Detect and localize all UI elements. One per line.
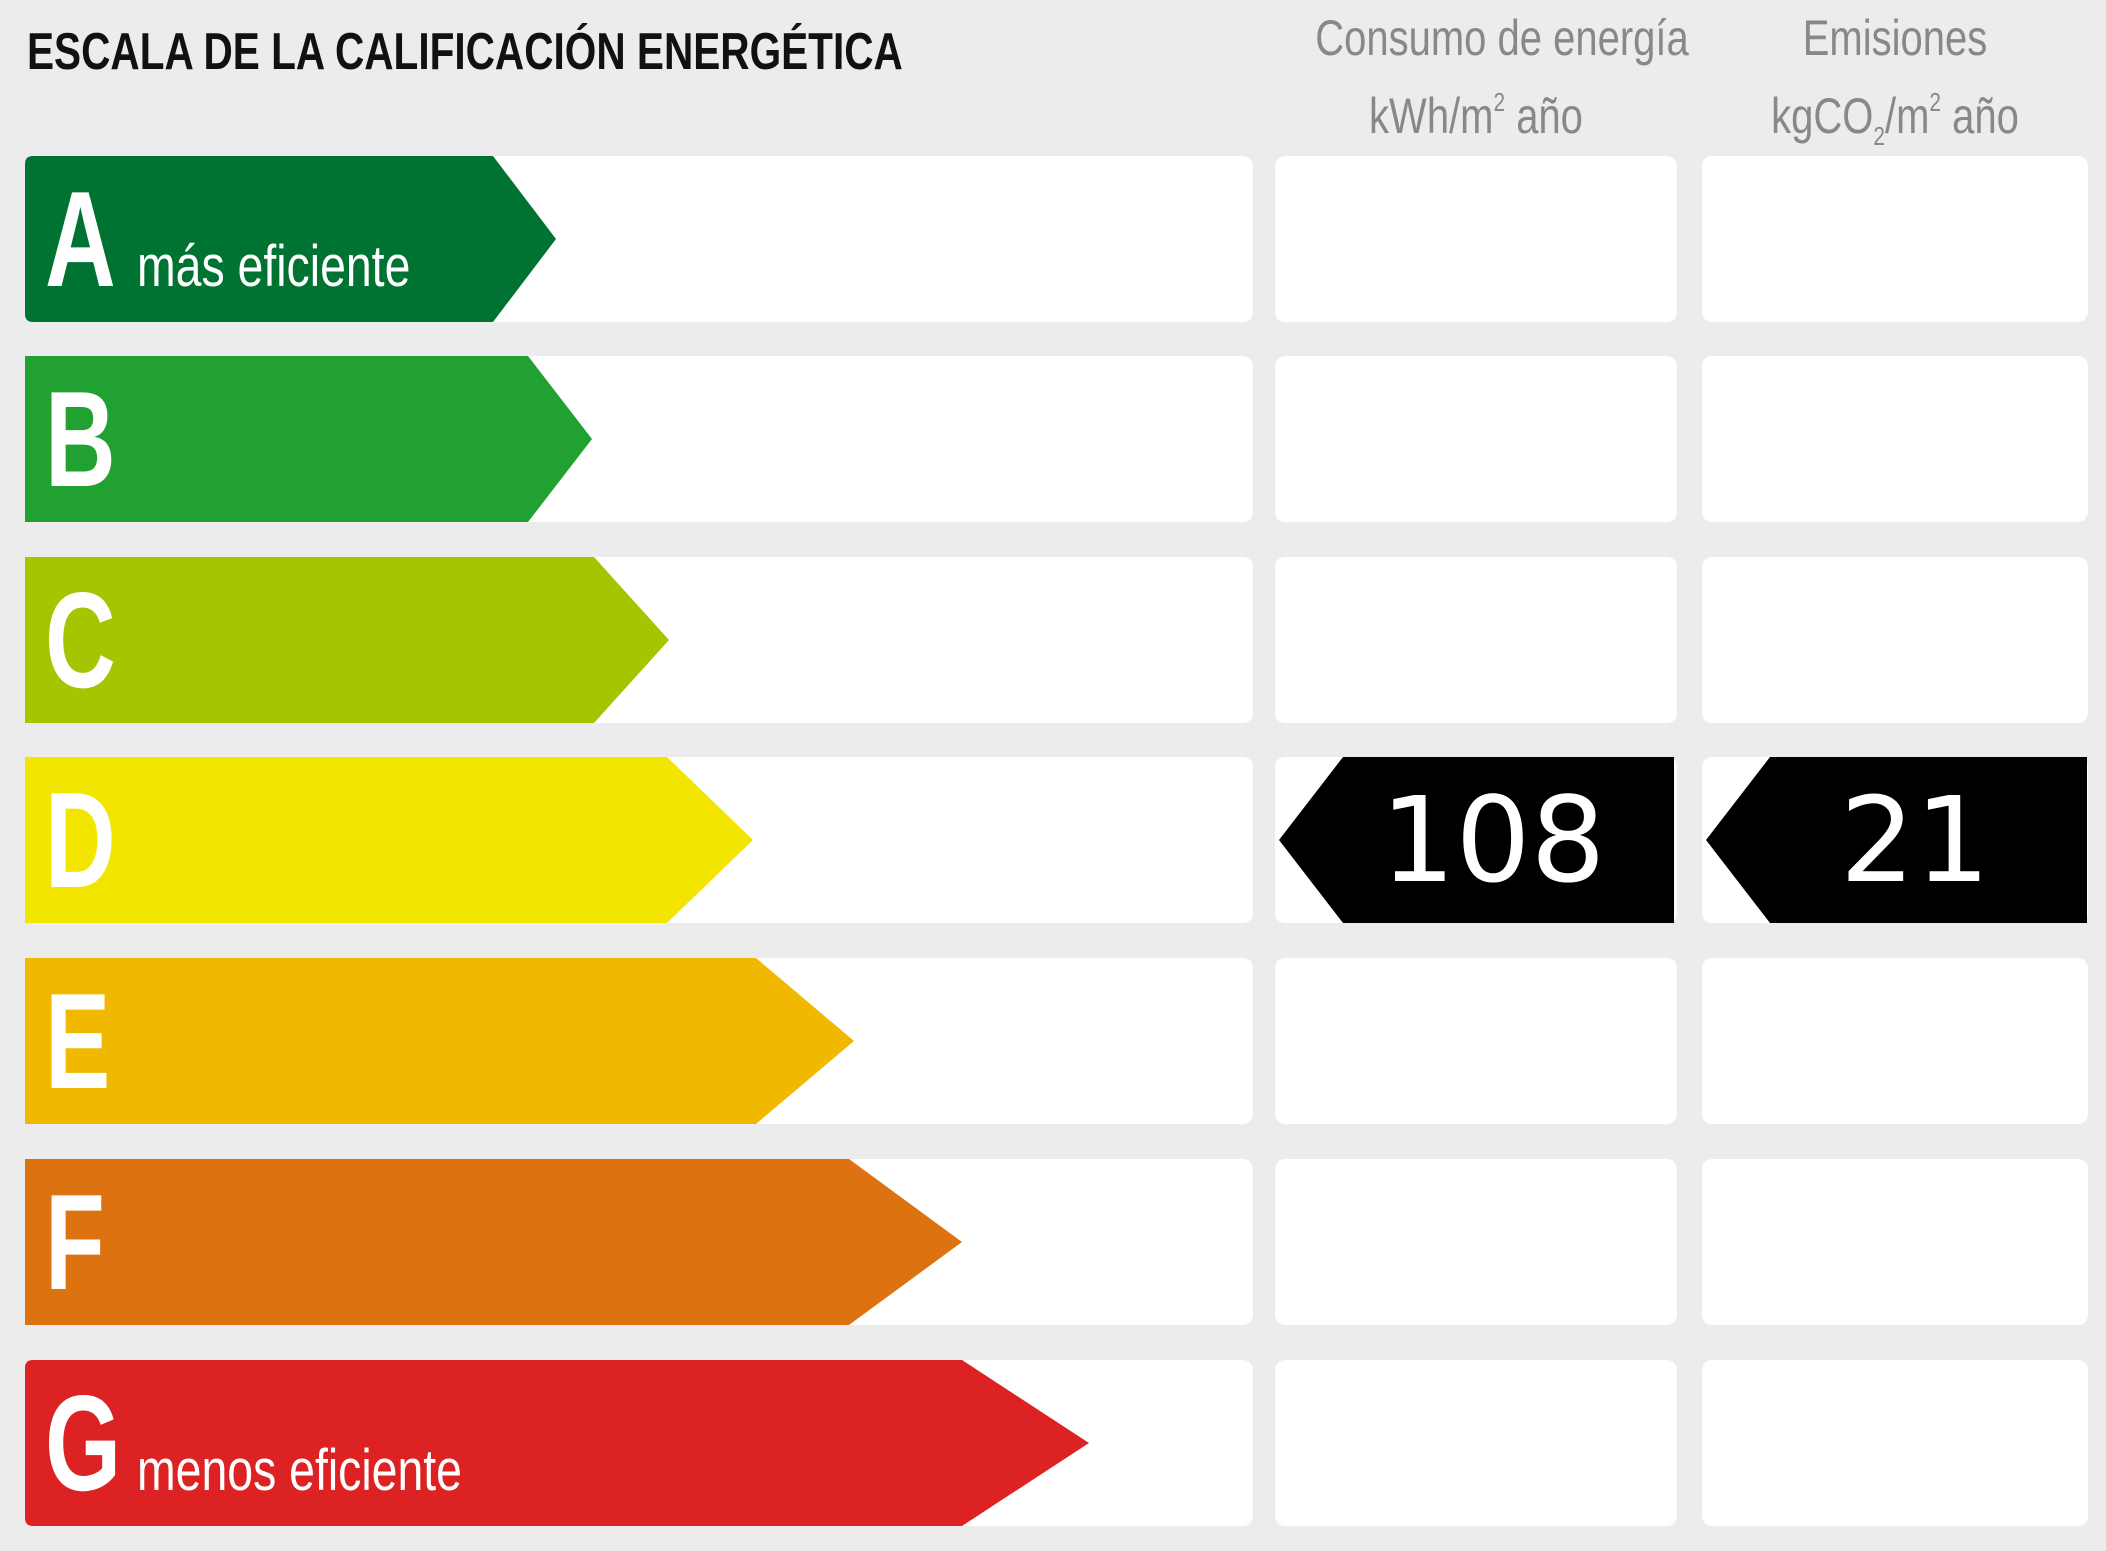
rating-row-d: D xyxy=(25,757,1253,923)
rating-letter-c: C xyxy=(45,564,116,716)
energy-header-unit: kWh/m2 año xyxy=(1369,87,1583,144)
emissions-cell-c xyxy=(1702,557,2088,723)
energy-value: 108 xyxy=(1380,771,1606,909)
energy-cell-c xyxy=(1275,557,1677,723)
rating-bar-f xyxy=(25,1159,975,1325)
emissions-cell-g xyxy=(1702,1360,2088,1526)
rating-bar-b xyxy=(25,356,605,522)
energy-cell-e xyxy=(1275,958,1677,1124)
emissions-cell-f xyxy=(1702,1159,2088,1325)
rating-row-a: A más eficiente xyxy=(25,156,1253,322)
chart-title: ESCALA DE LA CALIFICACIÓN ENERGÉTICA xyxy=(27,23,903,81)
rating-sublabel-g: menos eficiente xyxy=(137,1438,462,1503)
energy-cell-b xyxy=(1275,356,1677,522)
rating-row-c: C xyxy=(25,557,1253,723)
rating-row-g: G menos eficiente xyxy=(25,1360,1253,1526)
rating-letter-d: D xyxy=(45,764,116,916)
rating-bar-d xyxy=(25,757,765,923)
rating-row-b: B xyxy=(25,356,1253,522)
rating-bar-c xyxy=(25,557,685,723)
energy-cell-d: 108 xyxy=(1275,757,1677,923)
rating-bar-e xyxy=(25,958,865,1124)
emissions-cell-b xyxy=(1702,356,2088,522)
rating-letter-a: A xyxy=(45,163,116,315)
rating-row-e: E xyxy=(25,958,1253,1124)
emissions-value-marker: 21 xyxy=(1702,757,2087,923)
rating-bar-g xyxy=(25,1360,1105,1526)
rating-letter-b: B xyxy=(45,363,116,515)
emissions-header-line1: Emisiones xyxy=(1802,10,1988,66)
emissions-header-unit: kgCO2/m2 año xyxy=(1771,87,2019,151)
energy-column-header: Consumo de energía kWh/m2 año xyxy=(1315,6,1689,148)
emissions-cell-d: 21 xyxy=(1702,757,2088,923)
emissions-cell-e xyxy=(1702,958,2088,1124)
rating-bar-a xyxy=(25,156,565,322)
energy-header-line1: Consumo de energía xyxy=(1315,10,1689,66)
emissions-cell-a xyxy=(1702,156,2088,322)
rating-letter-g: G xyxy=(45,1367,122,1519)
rating-row-f: F xyxy=(25,1159,1253,1325)
emissions-value: 21 xyxy=(1839,771,1991,909)
energy-cell-f xyxy=(1275,1159,1677,1325)
rating-letter-f: F xyxy=(45,1166,105,1318)
rating-letter-e: E xyxy=(45,965,111,1117)
energy-value-marker: 108 xyxy=(1275,757,1674,923)
rating-sublabel-a: más eficiente xyxy=(137,234,411,299)
energy-cell-g xyxy=(1275,1360,1677,1526)
emissions-column-header: Emisiones kgCO2/m2 año xyxy=(1741,6,2050,168)
energy-cell-a xyxy=(1275,156,1677,322)
